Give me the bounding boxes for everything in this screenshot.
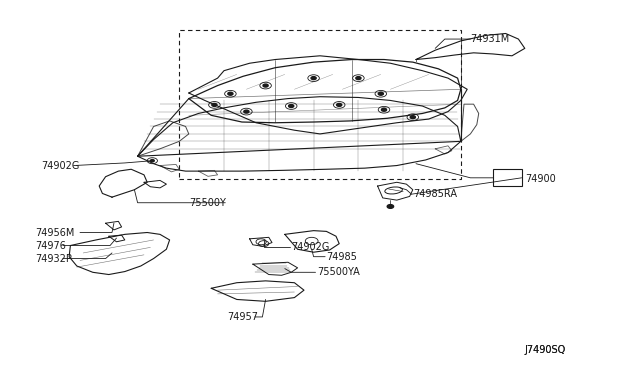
Circle shape: [150, 160, 154, 162]
Bar: [179, 30, 461, 179]
Circle shape: [263, 84, 268, 87]
Text: 74902G: 74902G: [291, 243, 330, 252]
Text: 74932P: 74932P: [35, 254, 72, 263]
Text: 74957: 74957: [227, 312, 258, 322]
Text: 75500Y: 75500Y: [189, 198, 226, 208]
Text: 74902G: 74902G: [42, 161, 80, 170]
Circle shape: [356, 77, 361, 80]
Circle shape: [378, 92, 383, 95]
Text: 74985RA: 74985RA: [413, 189, 457, 199]
Circle shape: [387, 205, 394, 208]
Text: 74931M: 74931M: [470, 34, 509, 44]
Circle shape: [381, 108, 387, 111]
Bar: [493, 169, 522, 186]
Text: 75500YA: 75500YA: [317, 267, 360, 277]
Circle shape: [228, 92, 233, 95]
Text: J7490SQ: J7490SQ: [525, 346, 566, 355]
Circle shape: [289, 105, 294, 108]
Circle shape: [244, 110, 249, 113]
Text: J7490SQ: J7490SQ: [525, 346, 566, 355]
Circle shape: [311, 77, 316, 80]
Text: 74900: 74900: [525, 174, 556, 183]
Text: 74956M: 74956M: [35, 228, 75, 237]
Circle shape: [410, 116, 415, 119]
Circle shape: [337, 103, 342, 106]
Circle shape: [212, 103, 217, 106]
Text: 74976: 74976: [35, 241, 66, 250]
Text: 74985: 74985: [326, 252, 357, 262]
